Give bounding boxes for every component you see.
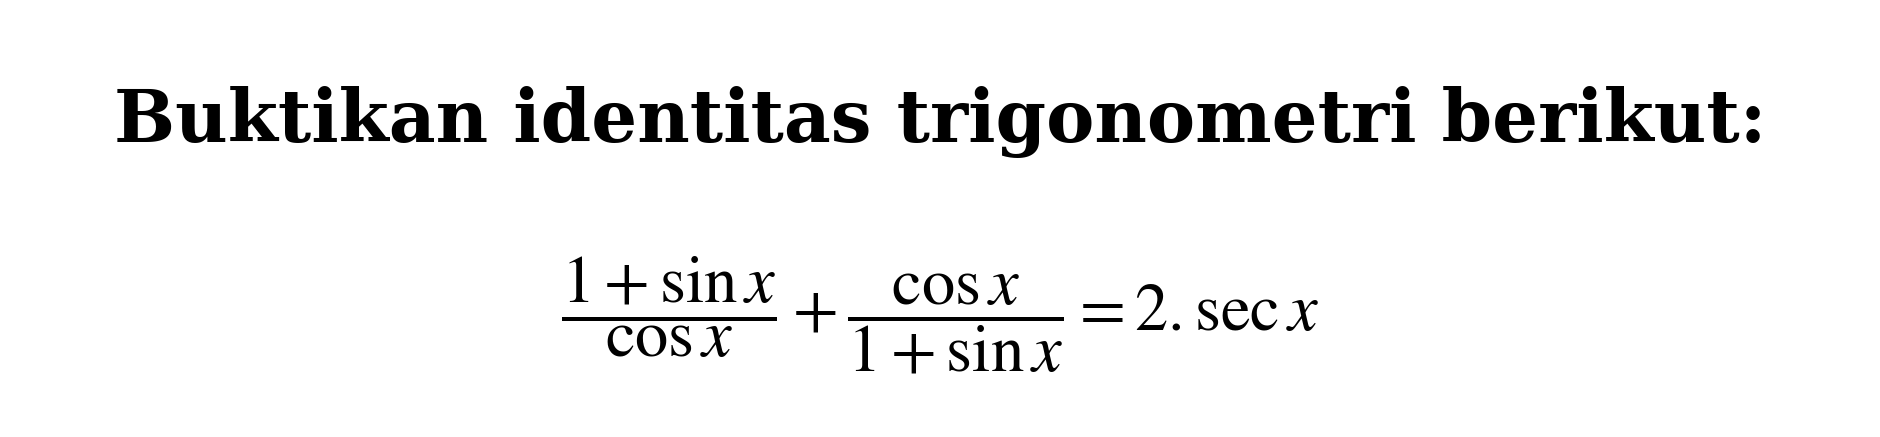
Text: $\dfrac{1+\sin x}{\cos x}+\dfrac{\cos x}{1+\sin x}=2{.}\sec x$: $\dfrac{1+\sin x}{\cos x}+\dfrac{\cos x}… xyxy=(560,254,1320,375)
Text: Buktikan identitas trigonometri berikut:: Buktikan identitas trigonometri berikut: xyxy=(115,87,1765,158)
